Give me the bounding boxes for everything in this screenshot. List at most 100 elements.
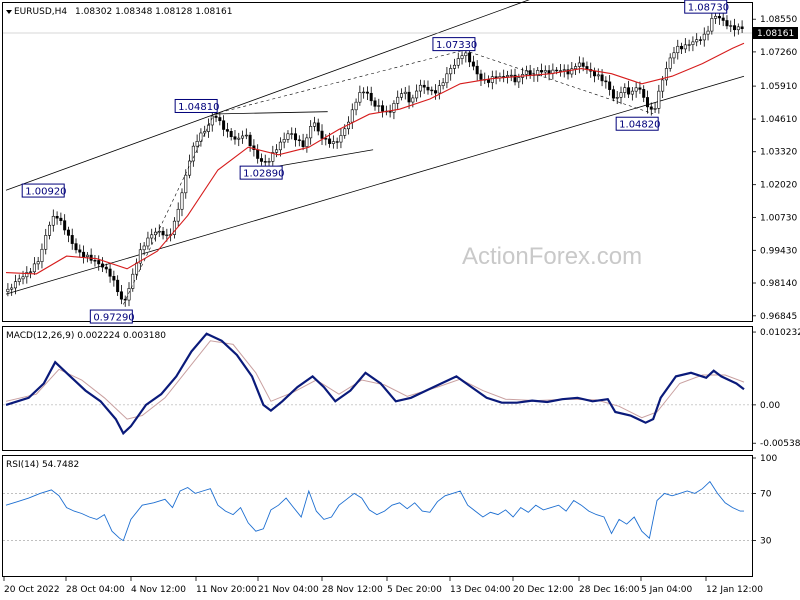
symbol-header: EURUSD,H4 xyxy=(14,7,67,17)
candle-body xyxy=(611,89,615,99)
candle-body xyxy=(222,120,226,130)
candle-body xyxy=(381,105,385,112)
candle-body xyxy=(225,129,229,132)
price-y-tick-label: 1.04610 xyxy=(760,115,797,125)
candle-body xyxy=(634,87,638,92)
candle-body xyxy=(434,90,438,94)
price-annotation-label: 0.97290 xyxy=(93,313,134,324)
price-annotation-box xyxy=(21,183,65,198)
candle-body xyxy=(32,263,36,273)
rsi-y-tick-label: 100 xyxy=(760,454,777,464)
candle-body xyxy=(309,126,313,139)
flag-upper-line xyxy=(214,111,328,115)
candle-body xyxy=(608,81,612,90)
candle-body xyxy=(324,138,328,140)
candle-body xyxy=(562,69,566,71)
candle-body xyxy=(343,128,347,136)
candle-body xyxy=(555,69,559,72)
candle-body xyxy=(365,91,369,94)
candle-body xyxy=(135,262,139,275)
price-layer: 1.00920 0.97290 1.04810 1.02890 1.07330 1.048… xyxy=(3,0,752,324)
candle-body xyxy=(517,77,521,83)
candle-body xyxy=(468,52,472,63)
candle-body xyxy=(721,17,725,21)
candle-body xyxy=(286,133,290,140)
candle-body xyxy=(188,160,192,176)
macd-signal-line xyxy=(5,340,745,420)
time-tick-label: 11 Nov 20:00 xyxy=(196,585,257,595)
candle-body xyxy=(392,103,396,113)
candle-body xyxy=(577,62,581,67)
time-tick-label: 28 Oct 04:00 xyxy=(66,585,125,595)
candle-body xyxy=(740,26,744,29)
macd-panel-frame xyxy=(2,326,753,451)
candle-body xyxy=(218,117,222,122)
candle-body xyxy=(570,68,574,75)
price-y-tick-label: 1.03320 xyxy=(760,148,797,158)
candle-body xyxy=(25,272,29,278)
candle-body xyxy=(543,70,547,73)
macd-y-tick-label: -0.005389 xyxy=(760,439,800,449)
candle-body xyxy=(150,234,154,239)
candle-body xyxy=(373,100,377,107)
current-price-tag xyxy=(753,27,798,39)
candle-body xyxy=(698,39,702,41)
candle-body xyxy=(687,44,691,46)
candle-body xyxy=(214,115,218,118)
candle-body xyxy=(362,91,366,94)
candle-body xyxy=(51,215,55,226)
candle-body xyxy=(10,287,14,290)
candle-body xyxy=(13,281,17,289)
candle-body xyxy=(278,141,282,151)
candle-body xyxy=(312,122,316,127)
candle-body xyxy=(399,93,403,98)
candle-body xyxy=(505,75,509,77)
candle-body xyxy=(267,161,271,163)
time-tick-label: 13 Dec 04:00 xyxy=(450,585,511,595)
candle-body xyxy=(290,133,294,135)
candle-body xyxy=(619,92,623,98)
candle-body xyxy=(471,61,475,67)
candle-body xyxy=(736,26,740,31)
ohlc-header: 1.08302 1.08348 1.08128 1.08161 xyxy=(75,7,232,17)
candle-body xyxy=(116,279,120,293)
candle-body xyxy=(165,234,169,237)
candle-body xyxy=(661,79,665,92)
candle-body xyxy=(581,62,585,67)
rsi-y-axis: 100 70 30 xyxy=(752,454,777,547)
time-tick-label: 28 Dec 16:00 xyxy=(579,585,640,595)
price-annotation-box xyxy=(684,0,728,14)
candle-body xyxy=(460,55,464,59)
candle-body xyxy=(70,235,74,244)
price-annotation-box xyxy=(239,165,283,180)
candle-body xyxy=(604,80,608,83)
price-y-tick-label: 1.05910 xyxy=(760,82,797,92)
candle-body xyxy=(729,25,733,27)
candle-body xyxy=(271,152,275,162)
candle-body xyxy=(85,254,89,257)
symbol-menu-arrow[interactable] xyxy=(6,10,12,14)
price-y-tick-label: 0.96845 xyxy=(760,312,797,322)
candle-body xyxy=(411,97,415,103)
price-annotation-label: 1.04820 xyxy=(619,120,660,131)
candle-body xyxy=(97,260,101,265)
candle-body xyxy=(695,39,699,43)
candle-body xyxy=(206,124,210,132)
price-y-axis: 1.08550 1.07260 1.05910 1.04610 1.03320 1.020… xyxy=(752,15,797,322)
price-annotation-box xyxy=(89,309,133,324)
channel-lower-line xyxy=(5,75,745,295)
candle-body xyxy=(142,245,146,251)
candle-body xyxy=(456,58,460,66)
candle-body xyxy=(256,149,260,159)
candle-body xyxy=(524,70,528,75)
candle-body xyxy=(691,41,695,45)
price-y-tick-label: 1.08550 xyxy=(760,15,797,25)
candle-body xyxy=(630,90,634,95)
candle-body xyxy=(172,220,176,235)
candle-body xyxy=(441,82,445,86)
current-price-label: 1.08161 xyxy=(757,29,794,39)
candle-body xyxy=(104,266,108,270)
candle-body xyxy=(328,138,332,144)
candle-body xyxy=(40,248,44,262)
